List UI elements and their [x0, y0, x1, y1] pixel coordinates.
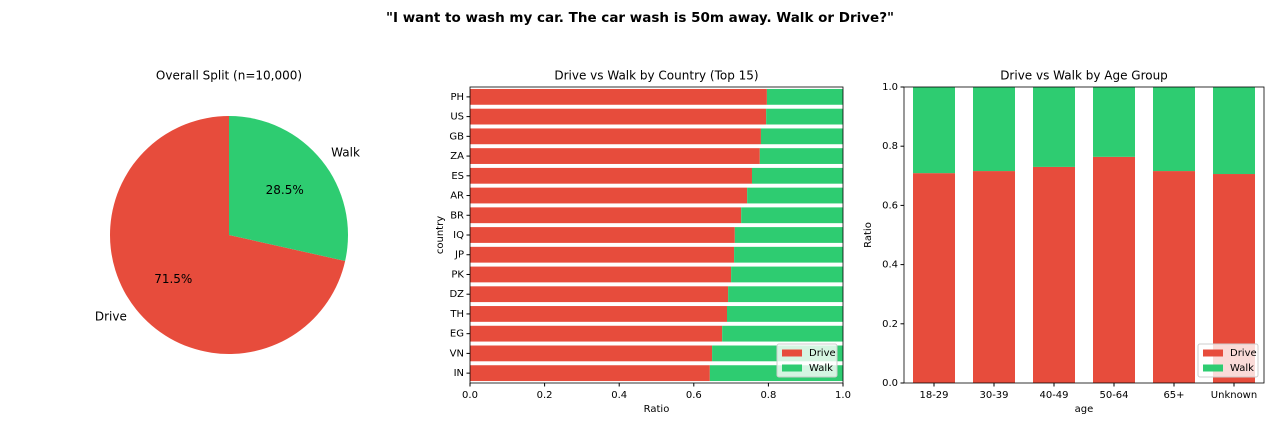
- x-axis-label: Ratio: [644, 404, 670, 415]
- bar-segment: [470, 108, 767, 125]
- x-tick-label: 0.0: [462, 390, 478, 401]
- y-tick-label: PH: [450, 92, 464, 103]
- slice-label: Drive: [95, 309, 127, 323]
- slice-value-label: 71.5%: [154, 272, 192, 286]
- bar-segment: [1153, 171, 1195, 383]
- bar-segment: [747, 187, 843, 204]
- bar-segment: [766, 88, 843, 105]
- bar-segment: [470, 207, 742, 224]
- y-tick-label: PK: [451, 269, 464, 280]
- y-tick-label: VN: [450, 348, 464, 359]
- legend-swatch: [782, 349, 802, 357]
- pie-slice: [229, 116, 348, 261]
- bar-segment: [470, 306, 727, 322]
- x-tick-label: Unknown: [1211, 390, 1257, 401]
- bar-segment: [470, 148, 760, 164]
- bar-segment: [1213, 87, 1255, 175]
- bar-segment: [728, 286, 843, 303]
- bar-segment: [722, 325, 843, 342]
- bar-segment: [470, 325, 723, 342]
- chart-title: Drive vs Walk by Country (Top 15): [554, 69, 758, 83]
- y-tick-label: BR: [450, 210, 464, 221]
- legend-swatch: [782, 364, 802, 372]
- y-tick-label: IN: [454, 368, 464, 379]
- bar-segment: [470, 345, 713, 362]
- bar-segment: [470, 286, 729, 303]
- y-tick-label: 0.4: [882, 260, 898, 271]
- y-axis-label: country: [435, 216, 446, 254]
- bar-segment: [470, 167, 752, 184]
- legend-swatch: [1203, 364, 1223, 372]
- y-tick-label: TH: [449, 309, 464, 320]
- bar-segment: [1033, 87, 1075, 167]
- bar-segment: [1153, 87, 1195, 172]
- y-tick-label: 0.6: [882, 200, 898, 211]
- y-tick-label: JP: [454, 250, 464, 261]
- x-tick-label: 0.8: [760, 390, 776, 401]
- x-tick-label: 18-29: [919, 390, 948, 401]
- legend-label: Walk: [809, 363, 833, 374]
- x-tick-label: 1.0: [835, 390, 851, 401]
- x-tick-label: 50-64: [1099, 390, 1128, 401]
- legend-label: Walk: [1230, 363, 1254, 374]
- legend-label: Drive: [1230, 348, 1257, 359]
- bar-segment: [759, 148, 843, 164]
- axes-frame: [469, 86, 844, 384]
- chart-title: Drive vs Walk by Age Group: [1000, 69, 1168, 83]
- bar-segment: [751, 167, 843, 184]
- bar-segment: [973, 171, 1015, 383]
- bar-segment: [913, 173, 955, 383]
- bar-segment: [731, 266, 843, 283]
- bar-segment: [734, 246, 843, 263]
- y-tick-label: EG: [450, 329, 464, 340]
- bar-segment: [766, 108, 843, 125]
- bar-segment: [741, 207, 843, 224]
- y-tick-label: AR: [450, 191, 464, 202]
- y-tick-label: ZA: [450, 151, 464, 162]
- y-tick-label: GB: [449, 131, 464, 142]
- bar-segment: [760, 128, 843, 145]
- x-tick-label: 40-49: [1039, 390, 1068, 401]
- bar-segment: [470, 88, 767, 105]
- x-tick-label: 30-39: [979, 390, 1008, 401]
- y-tick-label: 0.2: [882, 319, 898, 330]
- y-tick-label: 1.0: [882, 82, 898, 93]
- x-tick-label: 0.2: [537, 390, 553, 401]
- bar-segment: [1033, 166, 1075, 383]
- bar-segment: [470, 365, 710, 382]
- x-tick-label: 65+: [1163, 390, 1184, 401]
- x-axis-label: age: [1075, 404, 1094, 415]
- bar-segment: [470, 266, 732, 283]
- bar-segment: [470, 246, 735, 263]
- y-tick-label: DZ: [449, 289, 464, 300]
- y-tick-label: ES: [451, 171, 464, 182]
- figure-title: "I want to wash my car. The car wash is …: [386, 10, 894, 26]
- bar-segment: [734, 227, 843, 243]
- chart-title: Overall Split (n=10,000): [156, 69, 302, 83]
- legend-swatch: [1203, 349, 1223, 357]
- y-tick-label: 0.8: [882, 141, 898, 152]
- slice-label: Walk: [331, 146, 360, 160]
- y-tick-label: US: [450, 112, 464, 123]
- slice-value-label: 28.5%: [266, 183, 304, 197]
- pie-slice: [110, 116, 346, 354]
- bar-segment: [973, 87, 1015, 172]
- y-tick-label: 0.0: [882, 378, 898, 389]
- axes-frame: [903, 86, 1265, 384]
- bar-segment: [470, 227, 735, 243]
- bar-segment: [470, 187, 748, 204]
- bar-segment: [1093, 156, 1135, 383]
- bar-segment: [1093, 87, 1135, 157]
- y-axis-label: Ratio: [863, 222, 874, 248]
- bar-segment: [726, 306, 843, 322]
- bar-segment: [470, 128, 761, 145]
- x-tick-label: 0.4: [611, 390, 627, 401]
- bar-segment: [913, 87, 955, 174]
- y-tick-label: IQ: [453, 230, 464, 241]
- legend-label: Drive: [809, 348, 836, 359]
- x-tick-label: 0.6: [686, 390, 702, 401]
